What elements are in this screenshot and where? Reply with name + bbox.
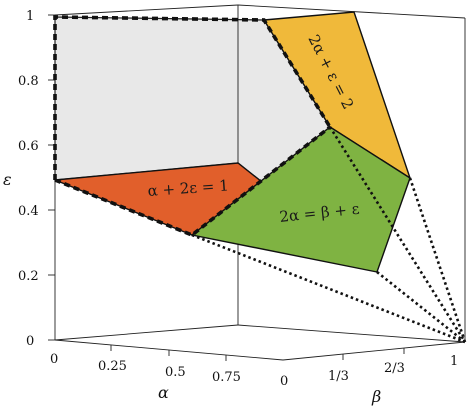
- epsilon-ticks: 0 0.2 0.4 0.6 0.8 1: [18, 9, 55, 349]
- orange-region-label: α + 2ε = 1: [147, 176, 229, 200]
- alpha-ticks: 0 0.25 0.5 0.75: [50, 345, 241, 385]
- alpha-axis-label: α: [158, 383, 169, 402]
- alpha-tick-1: 0.25: [98, 359, 127, 374]
- alpha-tick-0: 0: [50, 352, 58, 367]
- beta-tick-3: 1: [450, 354, 458, 369]
- epsilon-tick-4: 0.8: [18, 74, 39, 89]
- epsilon-tick-3: 0.6: [18, 139, 39, 154]
- beta-tick-1: 1/3: [328, 369, 349, 384]
- beta-tick-2: 2/3: [384, 361, 405, 376]
- dashed-boundary: [53, 15, 332, 238]
- dotted-apex-lines: [191, 126, 467, 344]
- epsilon-tick-0: 0: [26, 334, 34, 349]
- epsilon-tick-2: 0.4: [18, 204, 39, 219]
- beta-ticks: 0 1/3 2/3 1: [280, 348, 458, 389]
- epsilon-tick-1: 0.2: [18, 269, 39, 284]
- alpha-tick-3: 0.75: [212, 370, 241, 385]
- alpha-tick-2: 0.5: [165, 365, 186, 380]
- beta-tick-0: 0: [280, 374, 288, 389]
- epsilon-tick-5: 1: [26, 9, 34, 24]
- epsilon-axis-label: ε: [3, 170, 12, 189]
- beta-axis-label: β: [371, 387, 381, 406]
